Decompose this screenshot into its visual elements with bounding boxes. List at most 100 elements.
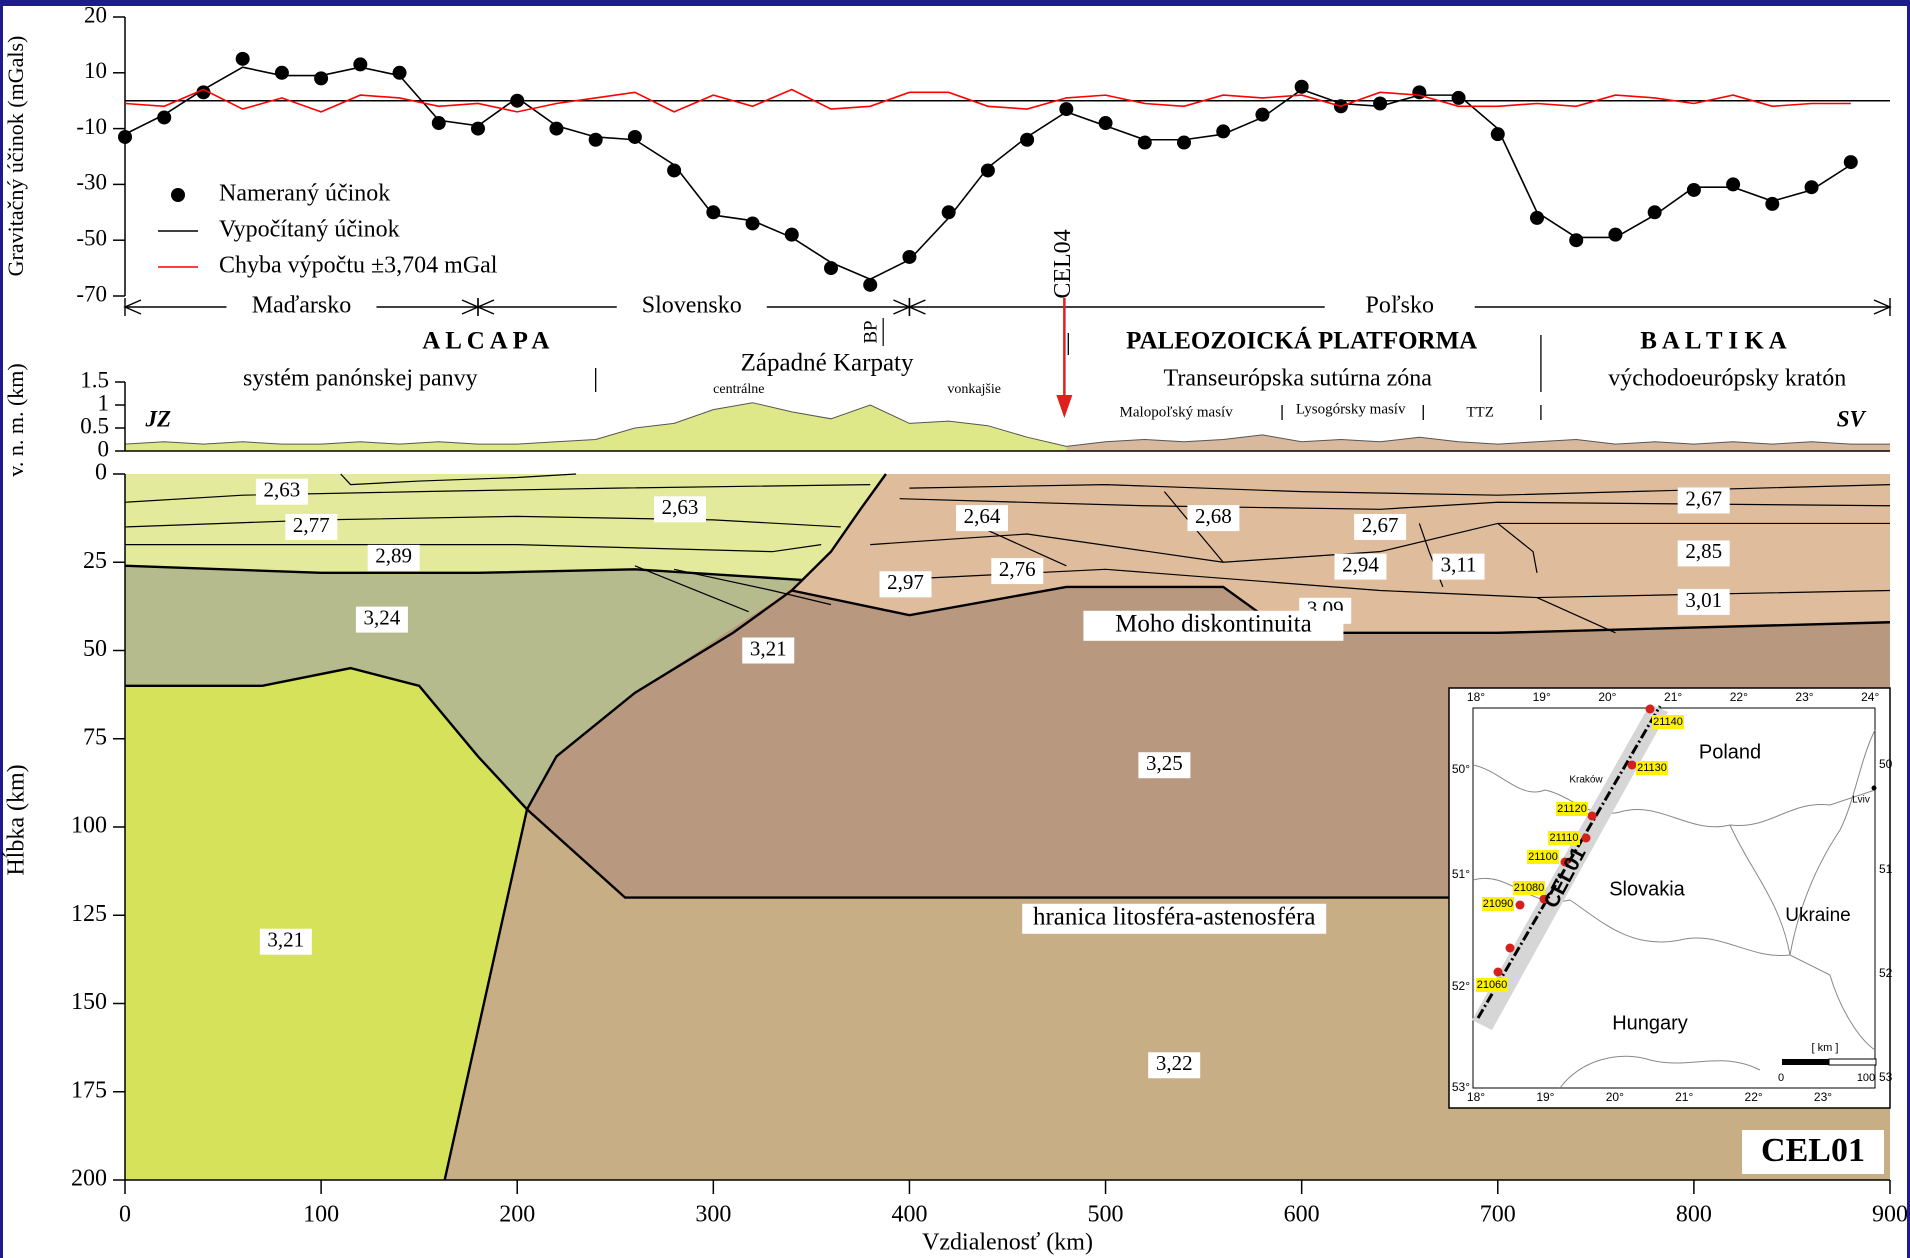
station-box <box>1482 897 1514 911</box>
end-label: SV <box>1837 406 1867 431</box>
measured-point <box>274 65 289 80</box>
crust-boundary <box>899 498 1891 510</box>
scale-label: [ km ] <box>1812 1042 1839 1054</box>
error-line <box>124 88 1851 113</box>
crust-boundary <box>1536 597 1616 634</box>
y-tick-label: -10 <box>76 114 107 139</box>
density-label: 2,67 <box>1685 486 1722 510</box>
alcapa-platform-suture <box>443 473 887 1181</box>
station-label: 21080 <box>1514 882 1545 894</box>
crust-boundary <box>124 483 871 503</box>
map-lon-label: 18° <box>1467 690 1485 704</box>
y-tick-label: 1.5 <box>80 367 109 392</box>
map-lat-label: 50° <box>1452 762 1470 776</box>
map-lon-label: 21° <box>1675 1090 1693 1104</box>
y-tick-label: -50 <box>76 225 107 250</box>
density-label: 3,21 <box>267 928 304 952</box>
measured-point <box>196 85 211 100</box>
map-city: Lviv <box>1852 795 1870 806</box>
station-dot <box>1645 704 1655 714</box>
y-tick-label: 0 <box>98 436 110 461</box>
y-tick-label: 0 <box>95 460 107 486</box>
x-tick-label: 0 <box>119 1202 131 1228</box>
density-box <box>1677 487 1730 514</box>
map-border <box>1559 1055 1761 1089</box>
map-border <box>1789 729 1876 956</box>
crust-boundary <box>909 483 1891 496</box>
measured-point <box>510 93 525 108</box>
map-lon-label: 23° <box>1795 690 1813 704</box>
boundary-label: Moho diskontinuita <box>1115 611 1312 638</box>
map-lon-label: 18° <box>1467 1090 1485 1104</box>
density-box <box>259 928 312 955</box>
y-tick-label: -70 <box>76 281 107 306</box>
region-label: Slovensko <box>642 293 742 319</box>
unit-label: B A L T I K A <box>1640 328 1786 355</box>
map-lon-label: 23° <box>1814 1090 1832 1104</box>
density-box <box>355 606 408 633</box>
boundary-box <box>1083 610 1344 641</box>
x-tick-label: 900 <box>1872 1202 1908 1228</box>
density-label: 2,85 <box>1685 539 1722 563</box>
density-label: 2,94 <box>1342 552 1379 576</box>
x-tick-label: 300 <box>695 1202 731 1228</box>
density-box <box>1677 540 1730 567</box>
density-label: 3,25 <box>1146 751 1183 775</box>
station-dot <box>1515 900 1525 910</box>
carpathians-label: Západné Karpaty <box>741 350 914 377</box>
platform-crust <box>791 474 1890 633</box>
station-label: 21090 <box>1483 898 1514 910</box>
station-dot <box>1505 943 1515 953</box>
measured-point <box>235 51 250 66</box>
legend-label: Chyba výpočtu ±3,704 mGal <box>219 253 498 279</box>
station-dot <box>1627 760 1637 770</box>
y-axis-label: Hĺbka (km) <box>3 764 30 875</box>
y-axis-label: v. n. m. (km) <box>3 363 28 476</box>
measured-point <box>667 163 682 178</box>
y-tick-label: 50 <box>83 636 107 662</box>
density-label: 2,67 <box>1362 513 1399 537</box>
measured-point <box>627 129 642 144</box>
station-dot <box>1587 811 1597 821</box>
x-tick-label: 500 <box>1088 1202 1124 1228</box>
density-label: 2,77 <box>293 513 330 537</box>
station-label: 21060 <box>1477 979 1508 991</box>
crust-boundary <box>673 568 832 606</box>
map-lat-label: 52 <box>1879 966 1893 980</box>
density-box <box>956 505 1009 532</box>
crust-boundary <box>634 565 749 613</box>
density-box <box>1432 553 1485 580</box>
density-box <box>1148 1052 1201 1079</box>
region-bg <box>226 293 377 321</box>
topography-line <box>124 402 1890 447</box>
density-label: 2,89 <box>375 544 412 568</box>
scale-bar-white <box>1828 1058 1877 1066</box>
measured-point <box>902 249 917 264</box>
computed-line <box>124 66 1852 281</box>
scale-bar-black <box>1782 1059 1829 1065</box>
map-lat-label: 50 <box>1879 757 1893 771</box>
moho-alcapa <box>124 564 802 582</box>
station-box <box>1636 761 1668 775</box>
map-lat-label: 53° <box>1452 1080 1470 1094</box>
measured-point <box>1569 233 1584 248</box>
zone-label: TTZ <box>1466 404 1494 420</box>
measured-point <box>706 205 721 220</box>
map-country: Poland <box>1699 741 1761 763</box>
measured-point <box>392 65 407 80</box>
zone-label: vonkajšie <box>947 382 1001 397</box>
cross-profile-label: CEL04 <box>1050 229 1076 298</box>
map-border <box>1472 764 1876 828</box>
station-label: 21130 <box>1637 762 1667 774</box>
station-dot <box>1560 857 1570 867</box>
station-dot <box>1493 967 1503 977</box>
section-title-box <box>1742 1130 1884 1174</box>
density-box <box>285 513 338 540</box>
density-box <box>1187 505 1240 532</box>
density-label: 3,22 <box>1156 1051 1193 1075</box>
density-box <box>879 571 932 598</box>
map-country: Hungary <box>1612 1012 1688 1034</box>
measured-point <box>941 205 956 220</box>
